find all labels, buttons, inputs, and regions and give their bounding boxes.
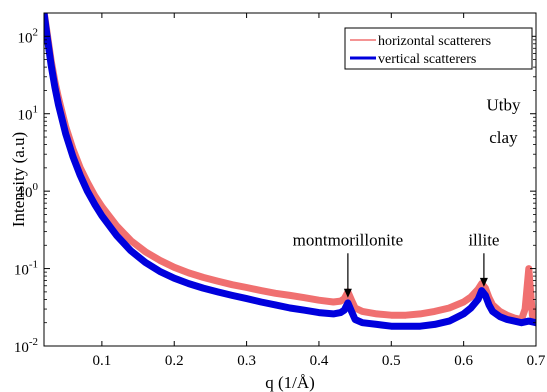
x-axis-label: q (1/Å) [265,373,315,392]
annotation-utby: Utby [486,96,521,115]
y-tick-label: 10-1 [14,259,38,279]
x-tick-label: 0.5 [382,353,401,369]
y-tick-label: 100 [18,181,39,201]
annotation-arrow-head [479,277,488,287]
y-tick-label: 101 [18,104,39,124]
x-tick-label: 0.7 [527,353,546,369]
axes-frame [43,12,537,347]
legend-label: vertical scatterers [378,52,476,67]
annotation-arrow-head [343,288,352,298]
y-axis-label: Intensity (a.u) [9,132,28,227]
legend-label: horizontal scatterers [378,34,491,49]
legend-box [344,27,533,70]
x-tick-label: 0.3 [237,353,256,369]
x-tick-label: 0.4 [310,353,329,369]
y-tick-label: 10-2 [14,336,38,356]
x-axis: 0.1 0.2 0.3 0.4 0.5 0.6 0.7 [93,13,546,369]
y-axis: 10-2 10-1 100 101 102 [14,12,536,356]
x-tick-label: 0.2 [165,353,184,369]
y-tick-label: 102 [18,26,39,46]
annotation-montmorillonite: montmorillonite [293,230,404,249]
annotation-illite: illite [468,230,499,249]
plot-frame [43,12,537,347]
x-tick-label: 0.6 [454,353,473,369]
series-layer [44,13,536,330]
annotations: montmorillonite illite Utby clay [293,96,521,298]
series-line-vertical-scatterers [44,13,536,330]
annotation-clay: clay [489,128,518,147]
legend: horizontal scatterers vertical scatterers [344,27,533,70]
x-tick-label: 0.1 [93,353,112,369]
